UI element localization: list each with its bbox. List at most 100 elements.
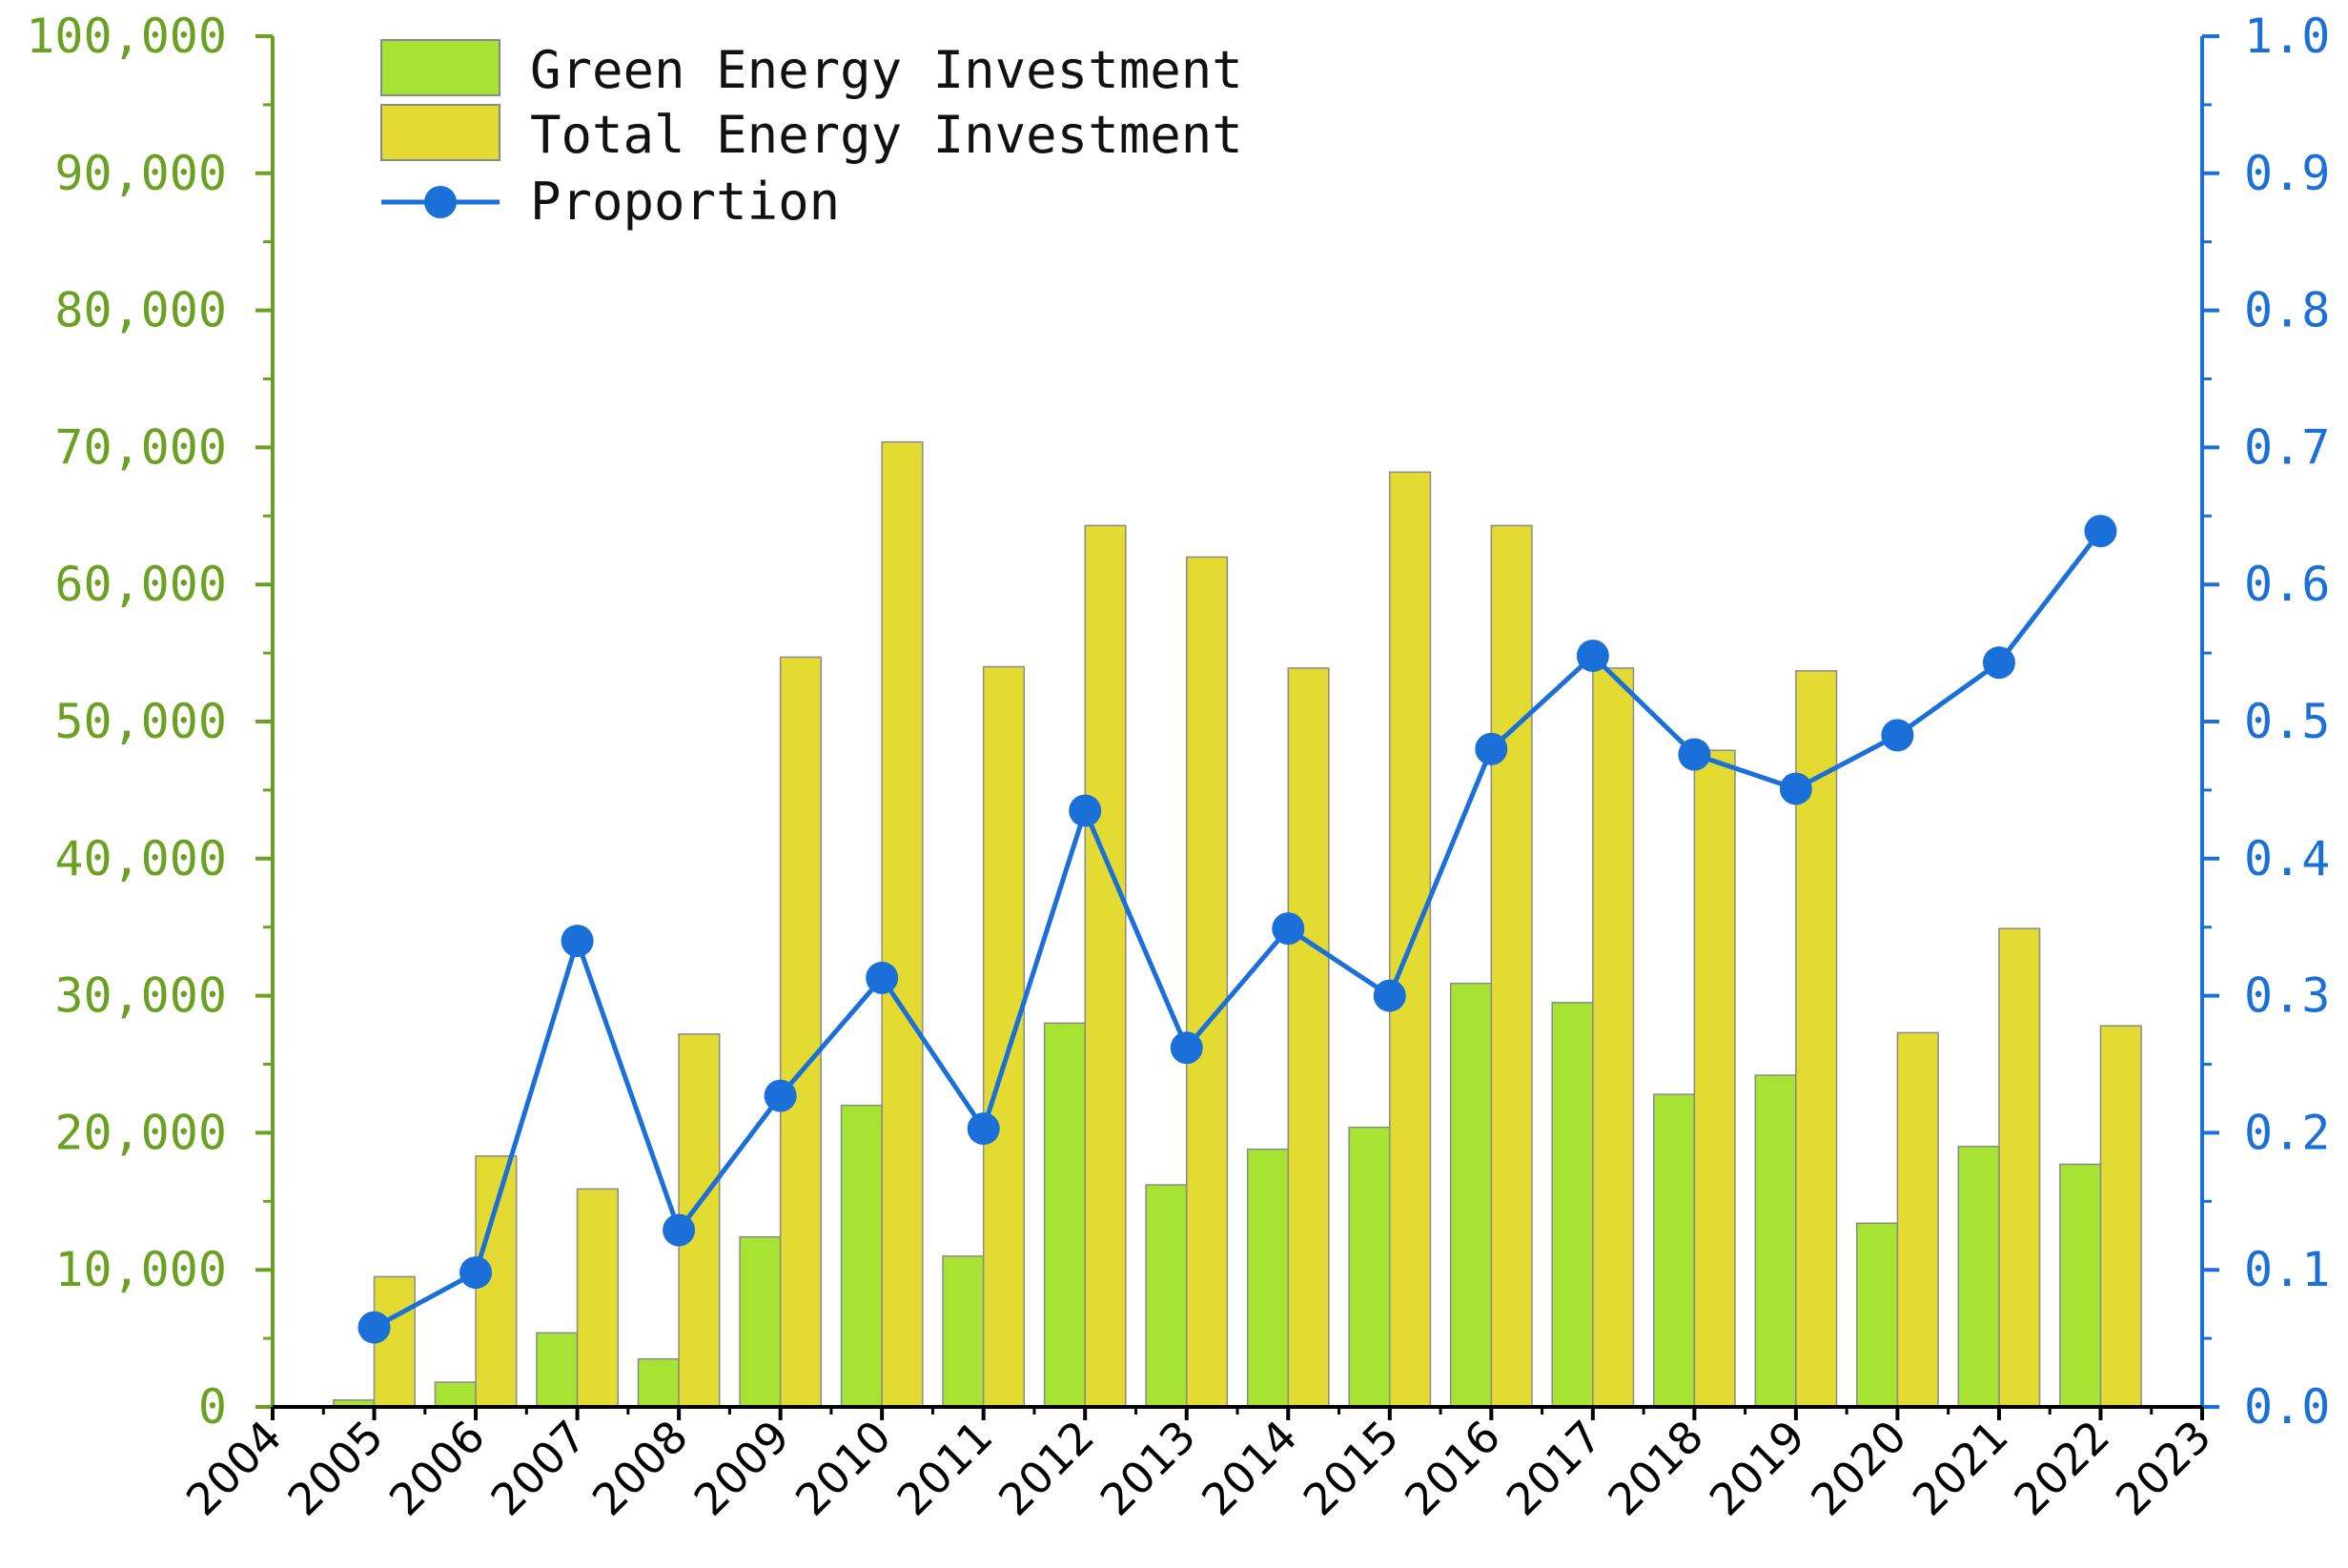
total-bar-2014 — [1287, 667, 1330, 1408]
x-tick-label: 2006 — [379, 1411, 495, 1526]
proportion-point-2005 — [357, 1311, 391, 1344]
left-tick-label: 50,000 — [54, 694, 227, 749]
total-bar-2011 — [982, 665, 1026, 1408]
legend-label-total: Total Energy Investment — [530, 105, 1243, 165]
left-tick-label: 20,000 — [54, 1105, 227, 1160]
legend-marker-proportion — [424, 186, 457, 218]
x-tick-label: 2004 — [176, 1411, 292, 1526]
proportion-point-2014 — [1272, 912, 1305, 946]
legend-swatch-green — [380, 39, 500, 96]
total-bar-2007 — [576, 1188, 619, 1408]
x-tick-label: 2008 — [582, 1411, 698, 1526]
x-tick-label: 2007 — [480, 1411, 596, 1526]
bars-layer — [333, 440, 2142, 1408]
total-bar-2012 — [1084, 524, 1127, 1408]
x-tick-label: 2018 — [1598, 1411, 1713, 1526]
green-bar-2006 — [434, 1381, 477, 1408]
x-tick-label: 2005 — [277, 1411, 393, 1526]
left-tick-label: 70,000 — [54, 419, 227, 475]
proportion-point-2013 — [1170, 1031, 1203, 1065]
legend-label-green: Green Energy Investment — [530, 40, 1243, 100]
right-tick-label: 0.9 — [2244, 146, 2330, 201]
right-tick-label: 0.1 — [2244, 1242, 2330, 1297]
total-bar-2017 — [1592, 667, 1635, 1408]
green-bar-2016 — [1449, 982, 1493, 1408]
right-tick-label: 0.7 — [2244, 419, 2330, 475]
proportion-point-2016 — [1475, 732, 1508, 765]
proportion-line — [373, 529, 2103, 1330]
green-bar-2012 — [1043, 1022, 1086, 1408]
green-bar-2009 — [739, 1235, 782, 1408]
left-tick-label: 30,000 — [54, 968, 227, 1024]
proportion-point-2015 — [1373, 979, 1406, 1012]
green-bar-2014 — [1246, 1148, 1290, 1408]
proportion-line-layer — [357, 515, 2117, 1344]
proportion-point-2019 — [1779, 772, 1812, 805]
x-tick-label: 2009 — [684, 1411, 799, 1526]
green-bar-2017 — [1551, 1002, 1594, 1408]
proportion-point-2007 — [561, 925, 594, 958]
left-tick-label: 10,000 — [54, 1242, 227, 1297]
right-tick-label: 0.4 — [2244, 831, 2330, 886]
proportion-point-2021 — [1982, 646, 2015, 680]
x-tick-label: 2012 — [989, 1411, 1104, 1526]
x-tick-label: 2011 — [887, 1411, 1002, 1526]
proportion-point-2017 — [1576, 639, 1609, 672]
left-tick-label: 80,000 — [54, 283, 227, 338]
right-tick-label: 0.5 — [2244, 694, 2330, 749]
proportion-point-2009 — [764, 1079, 797, 1112]
green-bar-2011 — [942, 1255, 985, 1408]
x-tick-label: 2010 — [786, 1411, 901, 1526]
left-tick-label: 40,000 — [54, 831, 227, 886]
green-bar-2020 — [1856, 1222, 1899, 1408]
x-tick-label: 2020 — [1801, 1411, 1916, 1526]
right-tick-label: 0.6 — [2244, 557, 2330, 612]
proportion-point-2022 — [2084, 515, 2117, 548]
legend: Green Energy Investment Total Energy Inv… — [380, 39, 1243, 232]
right-tick-label: 0.0 — [2244, 1379, 2330, 1435]
legend-label-proportion: Proportion — [530, 172, 840, 232]
total-bar-2013 — [1185, 556, 1229, 1408]
green-bar-2008 — [637, 1357, 680, 1408]
total-bar-2009 — [779, 656, 822, 1408]
green-bar-2015 — [1348, 1126, 1391, 1408]
green-bar-2013 — [1145, 1184, 1188, 1408]
x-tick-label: 2015 — [1294, 1411, 1409, 1526]
green-bar-2018 — [1653, 1093, 1696, 1408]
proportion-point-2011 — [967, 1112, 1000, 1146]
proportion-point-2008 — [663, 1213, 696, 1247]
left-tick-label: 90,000 — [54, 146, 227, 201]
green-bar-2010 — [840, 1104, 883, 1408]
right-tick-label: 0.3 — [2244, 968, 2330, 1024]
left-tick-label: 60,000 — [54, 557, 227, 612]
green-bar-2022 — [2059, 1163, 2102, 1408]
right-tick-label: 0.8 — [2244, 283, 2330, 338]
x-tick-label: 2022 — [2004, 1411, 2119, 1526]
proportion-point-2012 — [1069, 794, 1102, 827]
total-bar-2015 — [1389, 471, 1432, 1408]
right-tick-label: 1.0 — [2244, 9, 2330, 64]
total-bar-2021 — [1998, 927, 2041, 1408]
proportion-point-2018 — [1678, 738, 1711, 771]
total-bar-2016 — [1490, 524, 1533, 1408]
total-bar-2022 — [2099, 1025, 2142, 1408]
x-tick-label: 2017 — [1497, 1411, 1612, 1526]
x-tick-label: 2023 — [2106, 1411, 2221, 1526]
x-tick-label: 2019 — [1700, 1411, 1815, 1526]
x-tick-label: 2014 — [1192, 1411, 1307, 1526]
total-bar-2020 — [1896, 1031, 1939, 1408]
green-bar-2021 — [1957, 1146, 2000, 1408]
green-bar-2007 — [536, 1332, 579, 1408]
total-bar-2010 — [881, 440, 924, 1408]
x-tick-label: 2016 — [1395, 1411, 1510, 1526]
proportion-point-2020 — [1881, 719, 1914, 752]
legend-swatch-total — [380, 104, 500, 161]
green-bar-2019 — [1754, 1074, 1797, 1408]
right-tick-label: 0.2 — [2244, 1105, 2330, 1160]
x-tick-label: 2013 — [1091, 1411, 1206, 1526]
proportion-point-2010 — [866, 961, 899, 994]
left-tick-label: 0 — [198, 1379, 227, 1435]
proportion-point-2006 — [459, 1256, 493, 1290]
